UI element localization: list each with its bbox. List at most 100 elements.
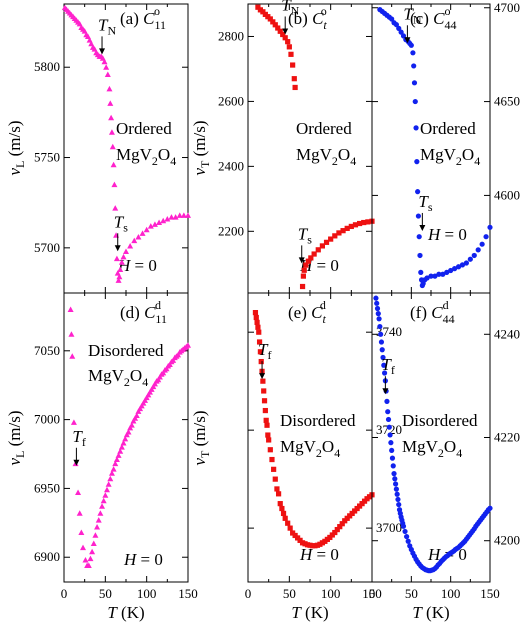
data-point [143, 394, 150, 401]
data-point [99, 503, 106, 509]
panel-title-sup: d [320, 298, 326, 312]
y-tick-label: 4600 [494, 187, 520, 202]
field-label: H = 0 [427, 225, 467, 244]
data-point [69, 353, 76, 359]
panel-title-var: C [311, 303, 323, 322]
data-point [380, 354, 386, 361]
y-tick-label: 7000 [34, 412, 60, 427]
data-point [328, 236, 334, 242]
transition-label-sub: f [391, 363, 395, 377]
transition-label-sub: s [123, 220, 128, 234]
data-point [405, 538, 411, 544]
y-axis-label-unit: (m/s) [190, 120, 209, 160]
data-point [332, 233, 338, 239]
transition-label: Ts [114, 212, 128, 234]
data-point [148, 386, 155, 392]
panel-title-letter: (b) [288, 9, 312, 28]
data-point [287, 525, 293, 531]
data-point [257, 349, 263, 355]
data-point [115, 277, 122, 283]
panel-a: 5700 5750 5800 vL (m/s) (a) C11o Ordered MgV2O… [5, 3, 191, 294]
x-tick-label: 100 [137, 586, 157, 601]
data-point [105, 481, 112, 487]
transition-arrowhead [404, 37, 411, 44]
data-point [76, 510, 83, 516]
data-point [392, 476, 398, 482]
transition-label-sub: f [82, 435, 86, 449]
data-point [436, 271, 442, 277]
transition-label-var: T [403, 4, 414, 23]
data-point [180, 212, 187, 218]
panel-title-var: C [431, 303, 443, 322]
y-tick-label: 5700 [34, 240, 60, 255]
data-point [393, 481, 399, 487]
panel-f: 0 50 100 150 4200 4220 4240 T (K) (f) C44d Disord… [369, 292, 520, 622]
transition-label: Tf [258, 340, 271, 362]
data-point [393, 486, 399, 492]
transition-label: Ts [298, 224, 312, 246]
data-point [336, 230, 342, 236]
data-point [282, 35, 288, 41]
data-point [102, 492, 109, 498]
data-point [255, 324, 261, 330]
data-point [155, 376, 162, 383]
compound-label: MgV2O4 [88, 366, 148, 389]
data-point [135, 408, 142, 414]
data-point [440, 271, 446, 277]
data-point [143, 226, 150, 233]
data-point [389, 16, 395, 22]
data-point [137, 405, 144, 412]
compound-label: MgV2O4 [420, 145, 480, 168]
data-point [267, 16, 273, 22]
data-point [395, 496, 401, 503]
y-axis-label-var: v [5, 458, 24, 466]
data-point [118, 444, 125, 450]
data-point [107, 100, 114, 106]
panel-title-var: C [312, 9, 324, 28]
data-point [414, 159, 420, 165]
compound-label-part: MgV [280, 437, 317, 456]
data-point [387, 432, 393, 438]
data-point [75, 489, 82, 496]
data-point [344, 225, 350, 231]
data-point [150, 383, 157, 390]
data-point [388, 440, 394, 446]
data-point [139, 230, 146, 236]
data-point [479, 241, 485, 247]
data-point [120, 253, 127, 260]
data-point [393, 22, 399, 28]
panel-title: (d) C11d [120, 298, 167, 326]
data-point [132, 415, 139, 421]
panel-title-sub: t [323, 18, 327, 32]
data-point [417, 252, 423, 259]
phase-label: Disordered [280, 411, 356, 430]
data-point [258, 358, 264, 365]
x-tick-label: 150 [362, 586, 382, 601]
y-tick-label: 4240 [494, 326, 520, 341]
y-axis-label-var: v [190, 168, 209, 176]
x-axis-label-var: T [412, 603, 423, 622]
y-tick-label: 2600 [218, 93, 244, 108]
data-point [271, 466, 277, 472]
data-point [308, 255, 314, 261]
data-point [374, 305, 381, 312]
panel-title-letter: (c) [410, 9, 433, 28]
data-point [151, 221, 158, 227]
compound-label-part: MgV [402, 437, 439, 456]
panel-title: (b) Cto [288, 4, 327, 32]
data-point [396, 501, 402, 508]
field-label-var: H [123, 550, 138, 569]
panel-title-sup: o [321, 4, 327, 18]
data-point [160, 217, 167, 224]
data-point [118, 259, 125, 265]
y-tick-label: 4700 [494, 0, 520, 15]
compound-label-sub: 2 [152, 154, 158, 168]
data-point [471, 252, 477, 259]
compound-label-sub: 4 [334, 446, 340, 460]
y-tick-label: 7050 [34, 343, 60, 358]
data-point [164, 215, 171, 222]
data-point [386, 424, 392, 430]
data-point [319, 243, 325, 249]
panel-title-var: C [144, 303, 156, 322]
